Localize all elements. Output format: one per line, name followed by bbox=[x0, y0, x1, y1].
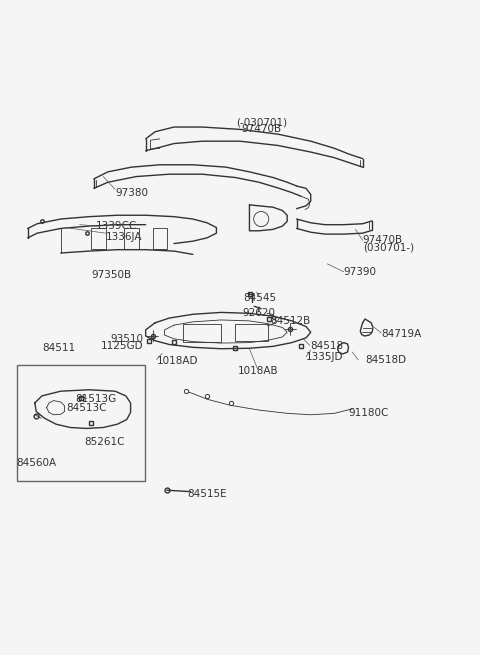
Bar bbox=[183, 324, 221, 342]
Text: 85261C: 85261C bbox=[84, 437, 124, 447]
Text: 81513G: 81513G bbox=[75, 394, 117, 404]
Text: 92620: 92620 bbox=[242, 309, 276, 318]
Text: 84513C: 84513C bbox=[66, 403, 107, 413]
Bar bbox=[235, 324, 268, 341]
Text: 97350B: 97350B bbox=[92, 270, 132, 280]
Text: 84515E: 84515E bbox=[187, 489, 227, 498]
Text: 1336JA: 1336JA bbox=[106, 232, 142, 242]
Text: 1125GD: 1125GD bbox=[101, 341, 144, 351]
Bar bbox=[153, 227, 167, 249]
Text: (-030701): (-030701) bbox=[236, 117, 287, 127]
Text: 97390: 97390 bbox=[344, 267, 377, 277]
Bar bbox=[124, 227, 139, 249]
Text: 1018AB: 1018AB bbox=[238, 366, 278, 376]
Text: 84719A: 84719A bbox=[382, 329, 422, 339]
Text: 84545: 84545 bbox=[243, 293, 276, 303]
Bar bbox=[17, 365, 145, 481]
Text: 84560A: 84560A bbox=[16, 458, 56, 468]
Text: 97380: 97380 bbox=[115, 188, 148, 198]
Text: 84512B: 84512B bbox=[271, 316, 311, 326]
Text: 84511: 84511 bbox=[42, 343, 75, 353]
Text: 97470B: 97470B bbox=[241, 124, 281, 134]
Text: 91180C: 91180C bbox=[348, 408, 389, 419]
Text: 84518D: 84518D bbox=[365, 354, 406, 365]
Text: 1335JD: 1335JD bbox=[306, 352, 344, 362]
Text: 97470B: 97470B bbox=[362, 235, 403, 245]
Text: (030701-): (030701-) bbox=[362, 242, 414, 252]
Text: 84518: 84518 bbox=[310, 341, 343, 351]
Bar bbox=[91, 227, 106, 249]
Text: 93510: 93510 bbox=[110, 334, 144, 344]
Text: 1018AD: 1018AD bbox=[156, 356, 198, 365]
Text: 1339CC: 1339CC bbox=[96, 221, 137, 231]
